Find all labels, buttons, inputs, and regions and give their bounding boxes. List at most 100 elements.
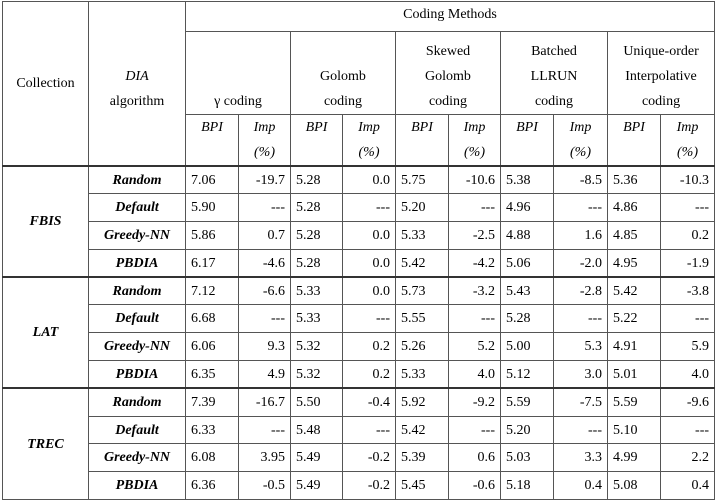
improvement: 3.0 xyxy=(584,366,603,382)
bpi-value: 4.86 xyxy=(613,200,638,216)
value-cell: 5.33 xyxy=(290,304,343,334)
sub-header: Imp (%) xyxy=(342,114,396,167)
bpi-value: 7.39 xyxy=(191,395,216,411)
value-cell: -0.5 xyxy=(238,471,291,501)
value-cell: -4.6 xyxy=(238,248,291,278)
improvement: --- xyxy=(481,311,495,327)
value-cell: 4.91 xyxy=(607,332,661,362)
bpi-value: 5.33 xyxy=(296,311,321,327)
value-cell: 4.0 xyxy=(448,360,501,389)
improvement: --- xyxy=(481,422,495,438)
improvement: 4.0 xyxy=(477,366,496,382)
bpi-value: 5.43 xyxy=(506,283,531,299)
value-cell: --- xyxy=(553,193,608,223)
value-cell: 5.36 xyxy=(607,165,661,195)
sub-header: BPI xyxy=(290,114,343,167)
value-cell: 5.42 xyxy=(607,276,661,306)
sub-header: BPI xyxy=(607,114,661,167)
table-row: LAT Random 7.12 -6.6 5.33 0.0 5.73 -3.2 5.43 -2.8… xyxy=(2,276,716,389)
improvement: 5.3 xyxy=(584,339,603,355)
value-cell: 5.42 xyxy=(395,248,449,278)
improvement: -7.5 xyxy=(579,395,602,411)
value-cell: 5.28 xyxy=(500,304,554,334)
improvement: -8.5 xyxy=(579,172,602,188)
bpi-value: 5.28 xyxy=(296,227,321,243)
table-row: PBDIA 6.36 -0.5 5.49 -0.2 5.45 -0.6 5.18 0.4 5.08… xyxy=(3,471,716,501)
bpi-value: 5.03 xyxy=(506,450,531,466)
bpi-value: 5.20 xyxy=(506,422,531,438)
algorithm-name: Default xyxy=(115,200,159,216)
improvement: -2.8 xyxy=(579,283,602,299)
column-label: Imp xyxy=(463,120,486,135)
column-label: BPI xyxy=(623,120,645,135)
value-cell: 5.00 xyxy=(500,332,554,362)
improvement: --- xyxy=(588,422,602,438)
bpi-value: 5.33 xyxy=(401,366,426,382)
value-cell: 5.20 xyxy=(395,193,449,223)
value-cell: 5.38 xyxy=(500,165,554,195)
bpi-value: 5.33 xyxy=(401,227,426,243)
value-cell: --- xyxy=(342,304,396,334)
value-cell: 3.0 xyxy=(553,360,608,389)
table-row: γ coding Golomb coding Skewed Golomb coding Ba… xyxy=(3,31,716,115)
method-header: Golomb coding xyxy=(290,31,396,115)
value-cell: --- xyxy=(238,304,291,334)
bpi-value: 7.06 xyxy=(191,172,216,188)
bpi-value: 6.08 xyxy=(191,450,216,466)
bpi-value: 5.59 xyxy=(506,395,531,411)
algorithm-cell: Greedy-NN xyxy=(88,443,186,473)
collection-name: FBIS xyxy=(29,214,62,230)
improvement: 0.7 xyxy=(267,227,286,243)
improvement: 5.2 xyxy=(477,339,496,355)
value-cell: 6.06 xyxy=(185,332,239,362)
header-cell: Coding Methods xyxy=(184,1,716,32)
bpi-value: 5.18 xyxy=(506,478,531,494)
value-cell: -9.2 xyxy=(448,387,501,417)
column-label: BPI xyxy=(305,120,328,135)
algorithm-cell: PBDIA xyxy=(88,248,186,278)
value-cell: 1.6 xyxy=(553,221,608,250)
value-cell: 5.90 xyxy=(185,193,239,223)
improvement: --- xyxy=(376,311,390,327)
value-cell: 4.86 xyxy=(607,193,661,223)
bpi-value: 5.01 xyxy=(613,366,638,382)
value-cell: -9.6 xyxy=(659,387,716,417)
sub-header: Imp (%) xyxy=(659,114,716,167)
bpi-value: 5.48 xyxy=(296,422,321,438)
collection-cell: FBIS xyxy=(2,164,89,278)
value-cell: 0.2 xyxy=(342,332,396,362)
algorithm-cell: PBDIA xyxy=(88,471,186,501)
column-label: (%) xyxy=(254,145,275,160)
improvement: --- xyxy=(481,200,495,216)
value-cell: --- xyxy=(238,193,291,223)
value-cell: 6.33 xyxy=(185,415,239,445)
value-cell: --- xyxy=(448,415,501,445)
sub-header: BPI xyxy=(500,114,554,167)
value-cell: 5.10 xyxy=(607,415,661,445)
improvement: 9.3 xyxy=(267,339,286,355)
collection-header: Collection xyxy=(16,76,75,91)
bpi-value: 5.32 xyxy=(296,339,321,355)
value-cell: 5.12 xyxy=(500,360,554,389)
bpi-value: 5.26 xyxy=(401,339,426,355)
improvement: 0.2 xyxy=(372,366,391,382)
value-cell: 0.6 xyxy=(448,443,501,473)
bpi-value: 5.28 xyxy=(296,200,321,216)
improvement: 1.6 xyxy=(584,227,603,243)
improvement: -10.3 xyxy=(679,172,710,188)
value-cell: 5.55 xyxy=(395,304,449,334)
dia-header: algorithm xyxy=(109,93,165,109)
value-cell: 5.28 xyxy=(290,221,343,250)
bpi-value: 5.10 xyxy=(613,422,638,438)
improvement: -0.6 xyxy=(472,478,495,494)
improvement: --- xyxy=(695,200,710,216)
sub-header: Imp (%) xyxy=(448,114,501,167)
bpi-value: 5.39 xyxy=(401,450,426,466)
improvement: -1.9 xyxy=(686,255,710,271)
value-cell: 5.59 xyxy=(500,387,554,417)
improvement: -0.2 xyxy=(367,450,390,466)
header-cell: Collection xyxy=(2,1,89,167)
value-cell: 5.28 xyxy=(290,165,343,195)
bpi-value: 5.42 xyxy=(401,255,426,271)
